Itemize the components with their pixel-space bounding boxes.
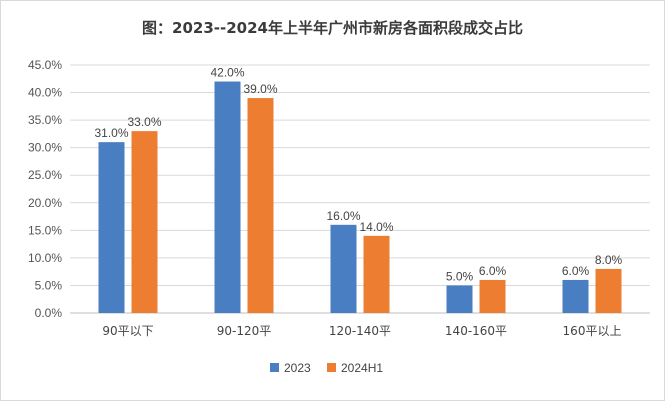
bar-2024H1-2 bbox=[363, 235, 390, 313]
legend-label: 2024H1 bbox=[341, 361, 383, 375]
bar-2023-2 bbox=[330, 224, 357, 313]
y-tick-label: 20.0% bbox=[28, 196, 62, 210]
bar-2024H1-0 bbox=[131, 131, 158, 313]
y-tick-label: 30.0% bbox=[28, 141, 62, 155]
data-label: 16.0% bbox=[326, 209, 360, 223]
bars: 31.0%33.0% 42.0% 39.0% 16.0%14.0% 5.0% 6.0% 6.… bbox=[94, 66, 623, 314]
data-label: 8.0% bbox=[595, 253, 623, 267]
bar-2024H1-4 bbox=[595, 268, 622, 313]
y-tick-label: 35.0% bbox=[28, 113, 62, 127]
bar-2023-0 bbox=[98, 142, 125, 313]
legend: 2023 2024H1 bbox=[270, 361, 383, 375]
y-tick-label: 5.0% bbox=[35, 278, 63, 292]
data-label: 39.0% bbox=[243, 82, 277, 96]
y-axis: 0.0% 5.0% 10.0% 15.0% 20.0% 25.0% 30.0% 35.0% 40… bbox=[28, 58, 62, 320]
legend-swatch-2023 bbox=[270, 363, 279, 372]
x-category-label: 90平以下 bbox=[102, 324, 153, 338]
y-tick-label: 10.0% bbox=[28, 251, 62, 265]
y-tick-label: 15.0% bbox=[28, 223, 62, 237]
data-label: 31.0% bbox=[94, 126, 128, 140]
bar-2024H1-3 bbox=[479, 279, 506, 313]
data-label: 5.0% bbox=[446, 269, 474, 283]
bar-2023-4 bbox=[562, 279, 589, 313]
x-axis: 90平以下 90-120平 120-140平 140-160平 160平以上 bbox=[102, 324, 621, 338]
bar-2023-1 bbox=[214, 81, 241, 314]
data-label: 14.0% bbox=[359, 220, 393, 234]
x-category-label: 120-140平 bbox=[329, 324, 391, 338]
legend-label: 2023 bbox=[284, 361, 311, 375]
x-category-label: 90-120平 bbox=[217, 324, 272, 338]
y-tick-label: 0.0% bbox=[35, 306, 63, 320]
y-tick-label: 45.0% bbox=[28, 58, 62, 72]
data-label: 6.0% bbox=[562, 264, 590, 278]
x-category-label: 160平以上 bbox=[563, 324, 622, 338]
data-label: 6.0% bbox=[479, 264, 507, 278]
bar-2023-3 bbox=[446, 285, 473, 313]
bar-2024H1-1 bbox=[247, 98, 274, 313]
chart-title: 图：2023--2024年上半年广州市新房各面积段成交占比 bbox=[142, 19, 523, 37]
y-tick-label: 25.0% bbox=[28, 168, 62, 182]
legend-swatch-2024H1 bbox=[327, 363, 336, 372]
data-label: 33.0% bbox=[127, 115, 161, 129]
x-category-label: 140-160平 bbox=[445, 324, 507, 338]
data-label: 42.0% bbox=[210, 66, 244, 80]
gridlines bbox=[70, 64, 650, 314]
y-tick-label: 40.0% bbox=[28, 86, 62, 100]
